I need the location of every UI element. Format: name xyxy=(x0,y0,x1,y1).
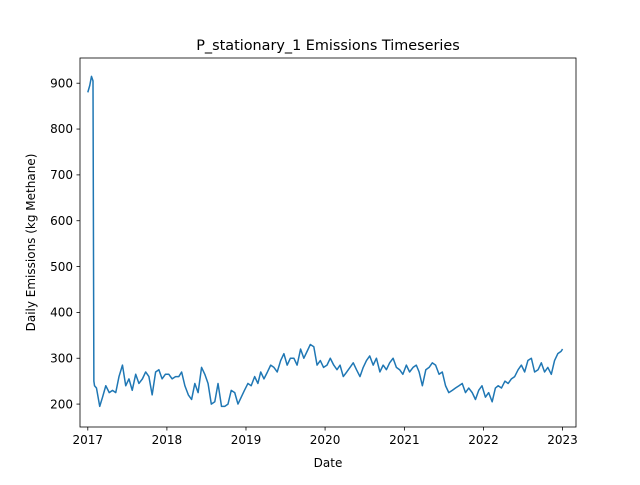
x-tick-label: 2023 xyxy=(547,433,578,447)
series-layer xyxy=(87,75,564,408)
y-tick-label: 700 xyxy=(50,168,73,182)
y-tick-label: 200 xyxy=(50,397,73,411)
y-tick-label: 500 xyxy=(50,260,73,274)
x-tick-label: 2021 xyxy=(389,433,420,447)
x-tick-label: 2022 xyxy=(468,433,499,447)
y-axis-ticks: 200 300 400 500 600 700 800 900 xyxy=(50,76,80,411)
series-line-0 xyxy=(87,75,564,408)
y-tick-label: 300 xyxy=(50,351,73,365)
x-tick-label: 2018 xyxy=(152,433,183,447)
x-axis-label: Date xyxy=(314,456,343,470)
y-axis-label: Daily Emissions (kg Methane) xyxy=(24,154,38,332)
x-tick-label: 2017 xyxy=(73,433,104,447)
x-tick-label: 2019 xyxy=(231,433,262,447)
x-tick-label: 2020 xyxy=(310,433,341,447)
y-tick-label: 600 xyxy=(50,214,73,228)
y-tick-label: 400 xyxy=(50,306,73,320)
x-axis-ticks: 2017 2018 2019 2020 2021 2022 2023 xyxy=(73,427,578,447)
axes-frame xyxy=(79,57,577,428)
chart-title: P_stationary_1 Emissions Timeseries xyxy=(196,38,460,54)
y-tick-label: 800 xyxy=(50,122,73,136)
y-tick-label: 900 xyxy=(50,76,73,90)
